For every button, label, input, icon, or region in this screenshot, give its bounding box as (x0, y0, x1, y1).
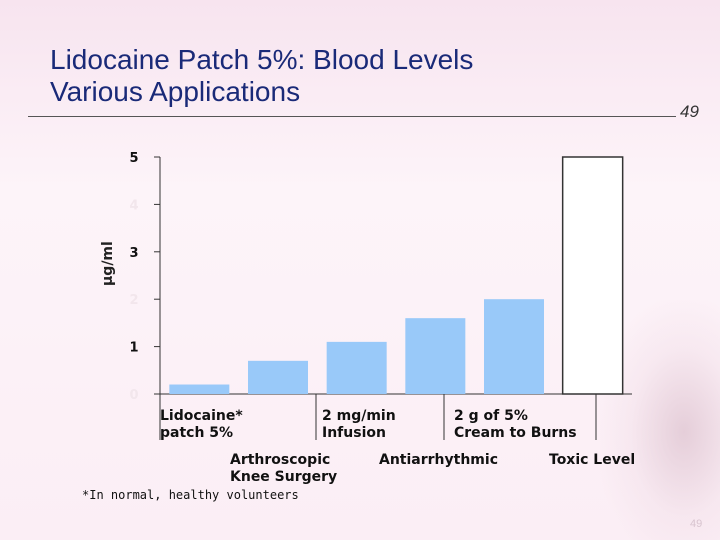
category-label-line: patch 5% (160, 425, 234, 441)
corner-slide-number: 49 (690, 518, 703, 530)
slide-number: 49 (680, 102, 699, 121)
slide-title-line1: Lidocaine Patch 5%: Blood Levels (50, 44, 474, 75)
category-label-line: 2 g of 5% (454, 408, 528, 424)
footnote: *In normal, healthy volunteers (82, 488, 299, 502)
category-label-line: Cream to Burns (454, 425, 577, 441)
slide-title: Lidocaine Patch 5%: Blood Levels Various… (50, 44, 473, 108)
category-label-infusion: 2 mg/min Infusion (322, 408, 396, 442)
category-label-lidocaine-patch: Lidocaine* patch 5% (160, 408, 243, 442)
slide-title-line2: Various Applications (50, 76, 301, 107)
bar-toxic-level (561, 156, 624, 395)
category-label-antiarrhythmic: Antiarrhythmic (379, 452, 498, 469)
y-tick-label: 1 (129, 341, 138, 356)
category-label-line: Arthroscopic (230, 452, 331, 468)
y-tick-label: 2 (129, 293, 138, 308)
bar-1 (169, 384, 230, 394)
category-label-line: Lidocaine* (160, 408, 243, 424)
bar-5 (484, 299, 544, 394)
bar-2 (248, 360, 308, 394)
y-tick-label: 0 (129, 388, 138, 403)
y-tick-label: 3 (129, 246, 138, 261)
y-tick-label: 4 (129, 198, 138, 213)
category-label-line: Toxic Level (549, 452, 636, 468)
category-label-line: Knee Surgery (230, 469, 338, 485)
category-label-toxic-level: Toxic Level (549, 452, 635, 469)
category-label-line: Antiarrhythmic (379, 452, 498, 468)
category-label-line: Infusion (322, 425, 386, 441)
y-tick-label: 5 (129, 151, 138, 166)
category-label-cream-burns: 2 g of 5% Cream to Burns (454, 408, 577, 442)
category-label-line: 2 mg/min (322, 408, 396, 424)
bar-4 (405, 318, 466, 394)
bar-3 (326, 341, 387, 394)
title-divider (28, 116, 676, 117)
category-label-knee-surgery: Arthroscopic Knee Surgery (230, 452, 337, 486)
